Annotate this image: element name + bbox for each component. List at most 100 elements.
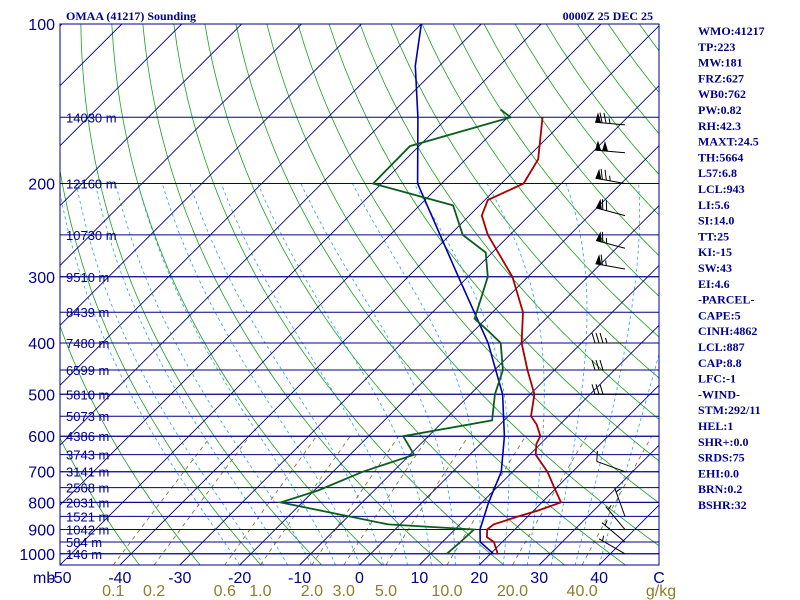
index-line: EHI:0.0 [698,466,739,480]
height-label: 12160 m [66,176,117,191]
barb-half [605,337,608,344]
isotherm [538,444,659,565]
height-label: 6599 m [66,363,109,378]
barb-half [609,175,611,181]
barb-full [600,169,603,180]
moist-adiabat [574,183,640,565]
mixing-ratio-line [311,435,400,565]
moist-adiabat [220,183,408,565]
index-line: LI:5.6 [698,198,730,212]
index-line: MW:181 [698,56,743,70]
index-line: FRZ:627 [698,71,744,85]
mixing-ratio-line [581,436,653,565]
moist-adiabat [75,183,265,565]
isotherm [119,25,659,565]
moist-adiabat [257,183,432,565]
height-label: 5810 m [66,387,109,402]
pressure-unit: mb [33,570,55,587]
temperature-tick-label: 20 [470,570,488,587]
dry-adiabat [60,324,201,565]
moist-adiabat [486,183,545,565]
isotherm [60,24,482,446]
moist-adiabat [161,183,360,565]
barb-half [615,488,621,493]
index-line: CINH:4862 [698,324,757,338]
temperature-tick-label: -50 [48,570,71,587]
barb-half [605,260,607,266]
wind-barb [591,332,625,344]
wind-barbs [591,112,626,555]
mixing-ratio-tick-label: 1.0 [249,583,271,600]
moist-adiabat [137,183,336,565]
height-label: 3141 m [66,465,109,480]
isotherm [60,24,242,207]
index-line: SI:14.0 [698,214,734,228]
index-line: LFC:-1 [698,372,736,386]
temperature-tick-label: -20 [228,570,251,587]
index-line: LCL:887 [698,340,745,354]
index-line: EI:4.6 [698,277,730,291]
mixing-ratio-line [343,435,430,565]
wind-barb [598,535,626,555]
barb-full [600,254,603,266]
barb-full [595,359,600,371]
temperature-tick-label: 40 [590,570,608,587]
moist-adiabat [300,183,456,565]
profiles [277,24,563,555]
temperature-tick-label: C [653,570,665,587]
barb-staff [596,460,626,473]
index-line: BSHR:32 [698,498,747,512]
mixing-ratio-line [446,435,526,565]
barb-full [596,450,598,462]
pressure-tick-label: 200 [28,176,55,193]
index-line: KI:-15 [698,245,732,259]
mixing-ratio-tick-label: 20.0 [497,583,528,600]
wind-barb [595,168,626,184]
height-label: 10730 m [66,228,117,243]
index-line: TP:223 [698,40,735,54]
dry-adiabat [60,168,262,565]
height-label: 146 m [66,547,102,562]
moist-adiabat [94,183,288,565]
station-title: OMAA (41217) Sounding [66,9,196,23]
isotherm [179,85,659,565]
wind-barb [614,488,626,517]
barb-staff [595,239,626,249]
valid-time: 0000Z 25 DEC 25 [563,9,653,23]
wind-barb [605,504,626,530]
mixing-ratio-tick-label: 40.0 [567,583,598,600]
dry-adiabat [173,24,505,565]
barb-pennant [595,254,602,265]
index-line: -WIND- [698,387,740,401]
barb-full [604,169,607,181]
dry-adiabat [60,437,140,565]
height-label: 584 m [66,535,102,550]
height-label: 1042 m [66,523,109,538]
barb-half [601,535,605,541]
barb-full [595,384,600,395]
index-line: CAPE:5 [698,308,741,322]
height-label: 2031 m [66,495,109,510]
index-line: TT:25 [698,229,729,243]
barb-pennant [595,140,602,151]
dry-adiabat [80,24,322,565]
wind-barb [591,359,625,371]
barb-pennant [596,198,602,210]
wind-barb [595,231,626,249]
height-label: 8439 m [66,305,109,320]
mixing-ratio-line [224,435,317,565]
mixing-ratio-tick-label: 10.0 [431,583,462,600]
wind-barb [595,112,626,126]
barb-full [599,359,604,371]
isotherm [60,24,542,506]
plot-frame [59,23,660,566]
barb-full [591,332,596,344]
height-label: 9510 m [66,270,109,285]
barb-half [604,520,608,526]
isotherm [359,264,659,565]
barb-full [599,384,604,395]
barb-half [608,118,611,124]
height-label: 7480 m [66,336,109,351]
index-line: MAXT:24.5 [698,135,759,149]
index-line: SHR+:0.0 [698,435,749,449]
